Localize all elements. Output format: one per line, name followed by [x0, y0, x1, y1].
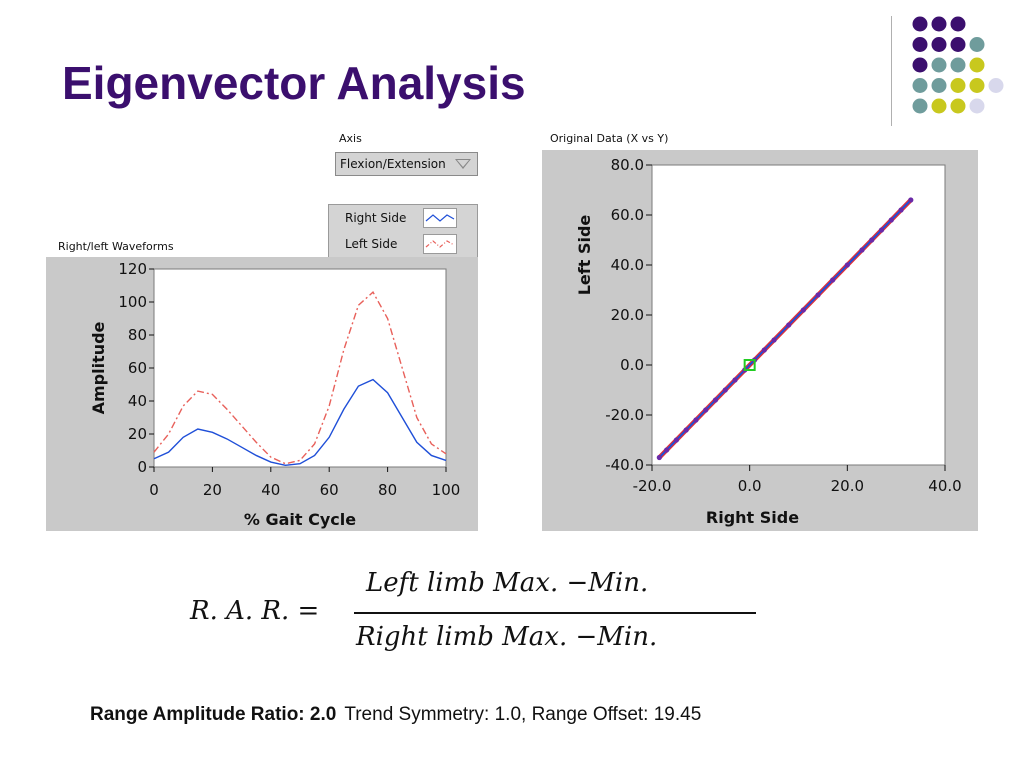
y-tick-label: -20.0	[605, 406, 644, 424]
x-tick-label: 40	[261, 481, 280, 499]
data-point	[761, 347, 767, 353]
legend-swatch-right	[423, 208, 457, 228]
x-tick-label: 40.0	[928, 477, 961, 495]
legend-label-left: Left Side	[345, 237, 398, 251]
rar-formula: R. A. R. = Left limb Max. −Min. Right li…	[190, 560, 790, 670]
dot	[950, 57, 966, 73]
data-point	[712, 397, 719, 403]
axis-label: Axis	[339, 132, 362, 145]
x-tick-label: 60	[320, 481, 339, 499]
data-point	[888, 217, 894, 223]
x-tick-label: -20.0	[633, 477, 672, 495]
y-tick-label: 100	[118, 293, 147, 311]
data-point	[908, 197, 914, 203]
dot	[931, 78, 947, 93]
data-point	[830, 277, 836, 283]
results-summary: Range Amplitude Ratio: 2.0 Trend Symmetry…	[90, 704, 701, 726]
dot	[931, 16, 947, 32]
y-tick-label: 20.0	[611, 306, 644, 324]
data-point	[800, 307, 806, 313]
y-tick-label: 60.0	[611, 206, 644, 224]
chevron-down-icon[interactable]	[455, 159, 471, 169]
dot	[988, 78, 1004, 93]
plot-area	[153, 268, 447, 468]
dot	[912, 78, 928, 93]
y-tick-label: -40.0	[605, 456, 644, 474]
data-point	[859, 247, 865, 253]
data-point	[673, 437, 680, 443]
dot	[950, 16, 966, 32]
data-point	[732, 377, 738, 383]
dot	[969, 78, 985, 93]
y-tick-label: 120	[118, 260, 147, 278]
dot	[931, 98, 947, 114]
data-point	[869, 237, 875, 243]
dot	[969, 37, 985, 52]
x-tick-label: 20	[203, 481, 222, 499]
origin-marker	[743, 359, 756, 371]
x-tick-label: 0.0	[738, 477, 762, 495]
decorative-dots	[912, 16, 1004, 114]
y-tick-label: 40	[128, 392, 147, 410]
formula-numerator: Left limb Max. −Min.	[366, 568, 649, 598]
y-tick-label: 80	[128, 326, 147, 344]
range-amplitude-ratio: Range Amplitude Ratio: 2.0	[90, 704, 337, 725]
trend-line-blue	[658, 199, 912, 459]
scatter-chart: -40.0 -20.0 0.0 20.0 40.0 60.0 80.0 -20.0 0.0 20.…	[542, 150, 978, 531]
fraction-bar	[354, 612, 756, 614]
legend-label-right: Right Side	[345, 211, 407, 225]
formula-lhs: R. A. R. =	[190, 596, 320, 626]
y-tick-label: 40.0	[611, 256, 644, 274]
waveform-chart-title: Right/left Waveforms	[58, 240, 174, 253]
dot	[969, 98, 985, 114]
data-point	[656, 454, 662, 461]
data-point	[878, 227, 885, 233]
data-point	[693, 417, 699, 423]
data-point	[815, 292, 821, 298]
y-tick-label: 60	[128, 359, 147, 377]
symmetry-offset-text: Trend Symmetry: 1.0, Range Offset: 19.45	[344, 704, 702, 725]
dot	[950, 78, 966, 93]
axis-select[interactable]: Flexion/Extension	[335, 152, 478, 176]
dot	[912, 98, 928, 114]
dot	[912, 37, 928, 52]
legend-swatch-left	[423, 234, 457, 254]
y-axis-label: Amplitude	[89, 321, 108, 414]
x-axis-label: Right Side	[706, 508, 799, 527]
dot	[931, 37, 947, 52]
data-point	[664, 447, 670, 453]
axis-select-value: Flexion/Extension	[340, 157, 446, 171]
scatter-chart-title: Original Data (X vs Y)	[550, 132, 669, 145]
waveform-chart: 0 20 40 60 80 100 120 0 20 40 60 80 100 % Gait Cycle A…	[46, 257, 478, 531]
title-divider	[891, 16, 892, 126]
data-point	[683, 427, 689, 433]
x-tick-label: 0	[149, 481, 159, 499]
dot	[912, 16, 928, 32]
x-tick-label: 100	[432, 481, 461, 499]
data-point	[703, 407, 709, 413]
dot	[969, 57, 985, 73]
series-line-right	[153, 378, 447, 467]
dot	[950, 98, 966, 114]
y-tick-label: 0.0	[620, 356, 644, 374]
x-tick-label: 20.0	[831, 477, 864, 495]
x-tick-label: 80	[378, 481, 397, 499]
data-point	[786, 322, 792, 328]
y-axis-label: Left Side	[575, 215, 594, 296]
data-point	[898, 207, 904, 213]
data-point	[771, 337, 777, 343]
dot	[912, 57, 928, 73]
series-line-left	[153, 290, 447, 465]
y-tick-label: 80.0	[611, 156, 644, 174]
dot	[950, 37, 966, 52]
data-point	[844, 262, 850, 268]
formula-denominator: Right limb Max. −Min.	[356, 622, 658, 652]
data-point	[722, 387, 728, 393]
x-axis-label: % Gait Cycle	[244, 510, 356, 529]
dot	[931, 57, 947, 73]
y-tick-label: 20	[128, 425, 147, 443]
waveform-legend: Right Side Left Side	[328, 204, 478, 258]
y-tick-label: 0	[137, 458, 147, 476]
slide-title: Eigenvector Analysis	[62, 57, 526, 109]
